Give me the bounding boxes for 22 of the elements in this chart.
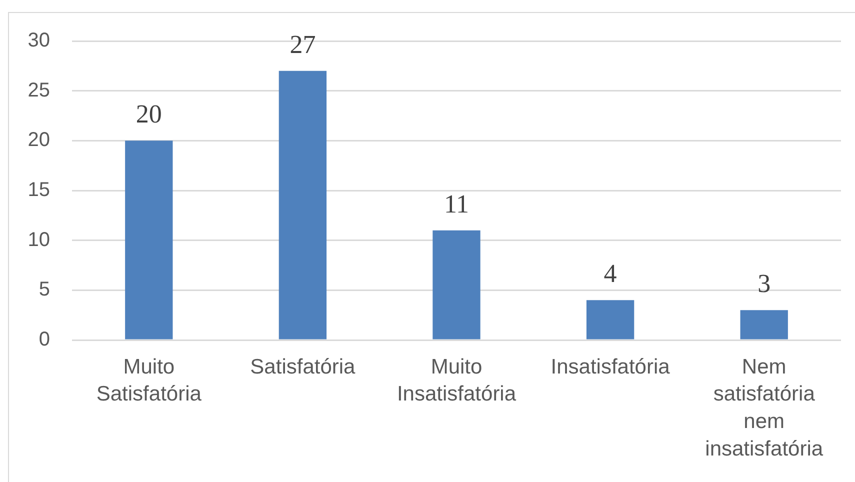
data-label: 4 — [604, 259, 617, 288]
y-tick-label: 5 — [38, 278, 50, 301]
bar — [586, 300, 634, 340]
data-label: 11 — [444, 189, 470, 218]
x-tick-label: Muito Insatisfatória — [396, 355, 516, 406]
x-tick-label: Satisfatória — [250, 355, 356, 378]
y-tick-label: 0 — [38, 328, 50, 351]
data-label: 27 — [290, 30, 316, 59]
bar — [125, 140, 173, 340]
x-tick-label: Muito Satisfatória — [96, 355, 202, 406]
x-tick-label: Nem satisfatória nem insatisfatória — [705, 355, 824, 460]
x-tick-label: Insatisfatória — [550, 355, 670, 378]
bar — [278, 70, 327, 340]
bar — [432, 230, 480, 340]
data-label: 20 — [136, 100, 162, 129]
y-tick-label: 10 — [28, 228, 50, 251]
y-tick-label: 20 — [28, 129, 50, 152]
y-tick-label: 30 — [28, 30, 50, 52]
bar — [740, 310, 788, 340]
y-tick-label: 25 — [28, 79, 50, 102]
data-label: 3 — [758, 269, 771, 298]
y-tick-label: 15 — [28, 179, 50, 202]
